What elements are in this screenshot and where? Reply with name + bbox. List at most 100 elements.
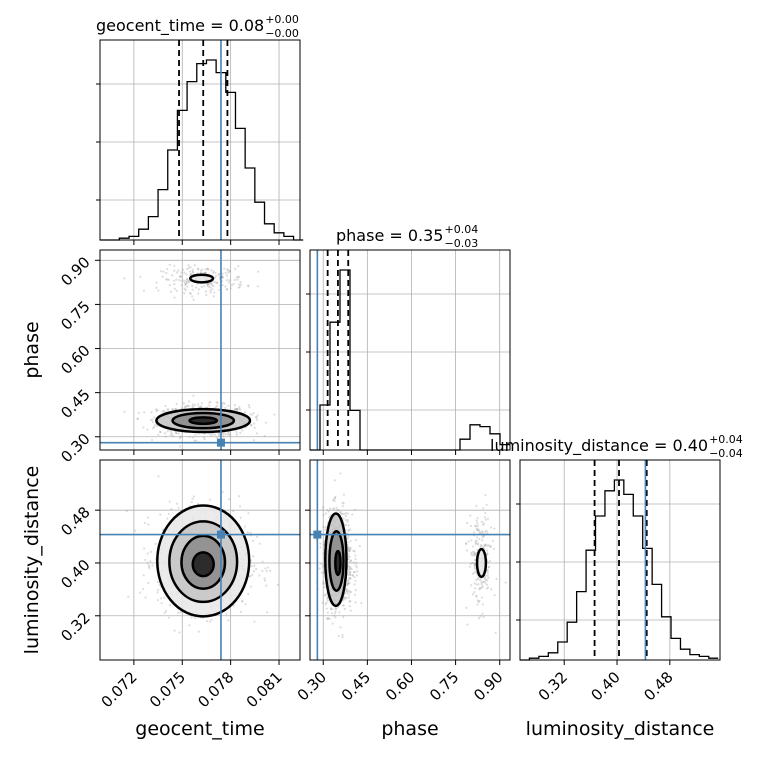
sample-point — [473, 531, 476, 534]
sample-point — [346, 590, 349, 593]
title-lower-error: −0.00 — [265, 27, 299, 40]
sample-point — [125, 509, 128, 513]
sample-point — [468, 565, 471, 568]
sample-point — [482, 523, 485, 526]
sample-point — [225, 274, 228, 277]
sample-point — [197, 288, 200, 291]
sample-point — [347, 564, 350, 567]
sample-point — [184, 282, 187, 286]
sample-point — [343, 523, 346, 526]
sample-point — [354, 564, 357, 567]
sample-point — [221, 490, 224, 493]
sample-point — [326, 508, 329, 512]
sample-point — [485, 549, 489, 552]
sample-point — [244, 426, 247, 429]
sample-point — [214, 271, 217, 275]
sample-point — [139, 275, 142, 278]
sample-point — [243, 411, 247, 414]
sample-point — [155, 408, 158, 411]
sample-point — [358, 545, 361, 548]
sample-point — [253, 620, 256, 623]
sample-point — [180, 275, 183, 279]
sample-point — [322, 525, 325, 529]
sample-point — [238, 505, 242, 508]
sample-point — [482, 507, 485, 510]
sample-point — [469, 524, 473, 528]
sample-point — [188, 435, 191, 439]
sample-point — [485, 529, 488, 532]
sample-point — [486, 552, 489, 555]
sample-point — [149, 550, 153, 553]
sample-point — [205, 619, 209, 623]
sample-point — [136, 417, 139, 420]
sample-point — [208, 404, 211, 407]
sample-point — [481, 531, 484, 534]
sample-point — [355, 570, 359, 573]
sample-point — [475, 578, 478, 581]
sample-point — [189, 266, 192, 269]
sample-point — [208, 282, 211, 286]
sample-point — [252, 439, 256, 442]
sample-point — [183, 292, 186, 295]
sample-point — [322, 566, 325, 569]
y-tick-label: 0.30 — [57, 430, 93, 466]
sample-point — [207, 267, 210, 271]
sample-point — [241, 600, 244, 603]
sample-point — [471, 550, 474, 553]
sample-point — [349, 567, 352, 570]
sample-point — [322, 514, 325, 517]
sample-point — [348, 561, 351, 564]
sample-point — [331, 508, 335, 511]
sample-point — [168, 616, 171, 619]
sample-point — [243, 525, 246, 528]
sample-point — [482, 615, 485, 619]
sample-point — [250, 565, 253, 568]
sample-point — [504, 581, 507, 584]
sample-point — [353, 571, 356, 574]
sample-point — [175, 271, 179, 274]
sample-point — [343, 607, 346, 611]
sample-point — [160, 602, 163, 605]
sample-point — [340, 512, 343, 516]
sample-point — [351, 513, 354, 516]
sample-point — [487, 586, 490, 589]
sample-point — [197, 267, 200, 270]
sample-point — [348, 577, 351, 580]
sample-point — [206, 284, 209, 288]
sample-point — [175, 278, 178, 281]
sample-point — [254, 416, 258, 419]
sample-point — [210, 434, 213, 437]
sample-point — [349, 591, 352, 594]
sample-point — [464, 542, 468, 545]
sample-point — [486, 571, 489, 575]
sample-point — [161, 410, 164, 413]
sample-point — [123, 277, 126, 280]
sample-point — [354, 579, 357, 583]
panel-title-geocent_time: geocent_time = 0.08 — [96, 16, 264, 36]
sample-point — [322, 580, 325, 583]
sample-point — [187, 280, 190, 283]
sample-point — [239, 610, 242, 613]
sample-point — [235, 408, 238, 411]
sample-point — [348, 600, 351, 603]
sample-point — [173, 269, 176, 272]
sample-point — [477, 529, 480, 532]
sample-point — [471, 554, 474, 557]
sample-point — [273, 413, 276, 416]
sample-point — [474, 563, 477, 566]
sample-point — [181, 268, 185, 271]
y-tick-label: 0.32 — [57, 609, 93, 645]
x-tick-label: 0.45 — [338, 668, 374, 704]
sample-point — [239, 516, 242, 519]
sample-point — [475, 527, 478, 530]
sample-point — [319, 542, 322, 545]
sample-point — [143, 411, 146, 414]
sample-point — [471, 572, 475, 575]
sample-point — [183, 287, 186, 290]
sample-point — [470, 551, 473, 554]
sample-point — [213, 281, 217, 284]
sample-point — [319, 546, 322, 549]
sample-point — [213, 433, 217, 436]
sample-point — [347, 582, 350, 585]
sample-point — [148, 566, 151, 570]
